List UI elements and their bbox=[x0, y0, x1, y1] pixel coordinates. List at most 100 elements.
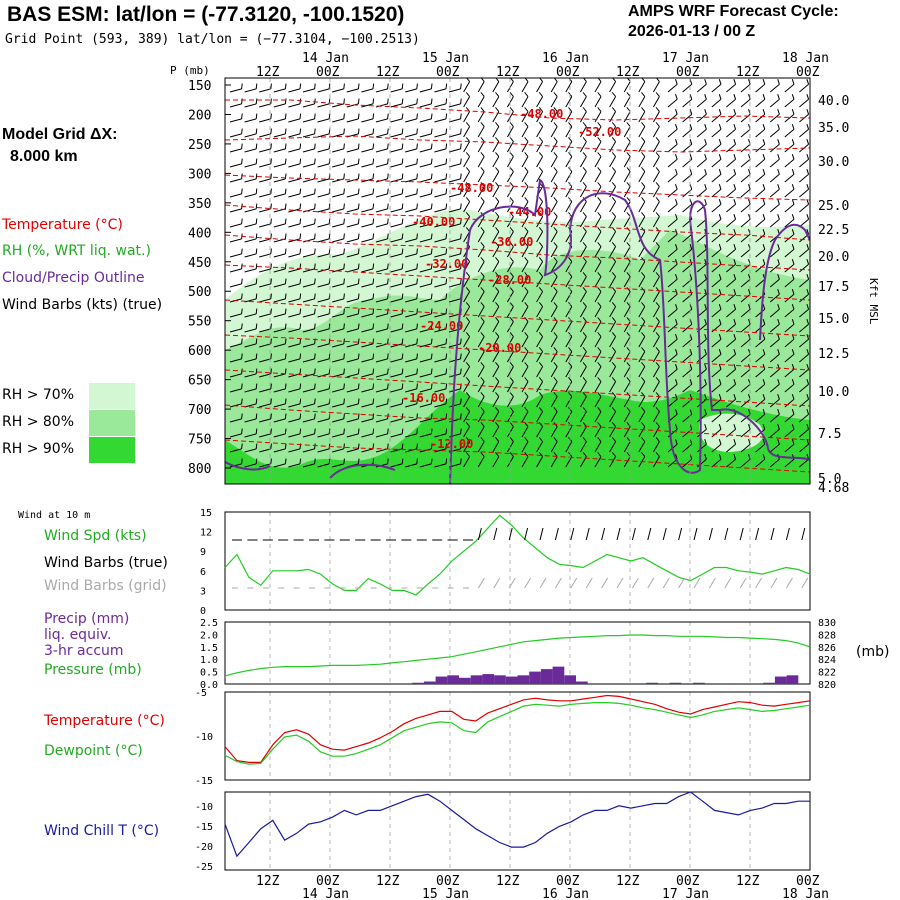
wind-barb-shaft bbox=[463, 321, 471, 333]
wind-barb-flag bbox=[777, 94, 780, 100]
wind-barb-flag bbox=[791, 79, 795, 85]
wind-barb-shaft bbox=[623, 96, 631, 108]
top-time-tick: 12Z bbox=[736, 65, 760, 80]
wind-barb bbox=[609, 317, 617, 333]
wind-barb-flag bbox=[445, 398, 448, 404]
wind-barb-shaft bbox=[784, 323, 795, 333]
wind-barb bbox=[390, 113, 404, 123]
wind-barb bbox=[755, 424, 766, 438]
wind-barb-flag bbox=[762, 154, 766, 160]
wind-barb-flag bbox=[241, 143, 243, 149]
wind-barb-shaft bbox=[769, 398, 780, 408]
wind-barb-shaft bbox=[536, 201, 544, 213]
wind-barb-flag bbox=[611, 272, 616, 277]
wind-barb-flag bbox=[748, 289, 751, 295]
wind-barb bbox=[594, 287, 602, 303]
wind-barb-flag bbox=[704, 139, 707, 145]
wind-barb-flag bbox=[538, 377, 543, 382]
wind-barb-shaft bbox=[317, 193, 330, 198]
wind-barb-shaft bbox=[346, 403, 359, 408]
wind-barb bbox=[434, 278, 448, 288]
wind-barb bbox=[521, 242, 529, 258]
wind-barb-shaft bbox=[799, 368, 809, 378]
wind-barb-shaft bbox=[332, 148, 344, 153]
wind-barb-flag bbox=[465, 452, 470, 457]
wind-barb bbox=[536, 302, 544, 318]
wind-barb bbox=[361, 128, 375, 138]
wind-barb-flag bbox=[343, 443, 345, 449]
wind-barb bbox=[536, 272, 544, 288]
wind-barb-shaft bbox=[623, 81, 631, 93]
wind-barb-flag bbox=[582, 182, 587, 187]
wind-barb bbox=[521, 377, 529, 393]
wind-barb-flag bbox=[445, 263, 448, 269]
precip-bar bbox=[494, 675, 506, 684]
wind-barb-shaft bbox=[492, 276, 500, 288]
wind-barb-flag bbox=[611, 182, 616, 187]
wind-barb-shaft bbox=[755, 458, 766, 468]
wind-barb bbox=[448, 398, 462, 408]
wind-barb-flag bbox=[401, 338, 404, 344]
wind-barb-shaft bbox=[419, 268, 432, 273]
wind-barb bbox=[667, 304, 678, 318]
wind-barb bbox=[463, 452, 471, 468]
wind-barb-flag bbox=[495, 332, 500, 337]
wind-barb-shaft bbox=[740, 293, 751, 303]
wind-barb-shaft bbox=[784, 278, 795, 288]
wind-barb bbox=[477, 422, 485, 438]
wind-barb-shaft bbox=[259, 193, 271, 198]
wind-barb-flag bbox=[777, 124, 780, 130]
forecast-cycle-date: 2026-01-13 / 00 Z bbox=[628, 23, 756, 40]
wind-barb bbox=[769, 259, 780, 273]
wind-barb-flag bbox=[524, 392, 529, 397]
wind-barb-flag bbox=[284, 128, 287, 134]
wind-barb-shaft bbox=[740, 218, 751, 228]
wind-barb bbox=[550, 137, 558, 153]
wind-barb-flag bbox=[270, 188, 272, 194]
wind-barb bbox=[288, 158, 302, 168]
wind-barb-shaft bbox=[463, 81, 471, 93]
wind-barb-shaft bbox=[273, 403, 286, 408]
wind-barb bbox=[784, 94, 795, 108]
wind-barb-flag bbox=[430, 278, 433, 284]
wind-barb-flag bbox=[495, 107, 500, 112]
surface-wind-barb-grid bbox=[631, 577, 639, 589]
wind-barb-shaft bbox=[448, 358, 461, 363]
wind-barb-shaft bbox=[390, 133, 403, 138]
wind-barb-flag bbox=[777, 154, 780, 160]
wind-barb-flag bbox=[241, 458, 243, 464]
wind-barb-flag bbox=[445, 218, 448, 224]
wind-barb-flag bbox=[460, 458, 462, 464]
wind-barb-shaft bbox=[448, 178, 461, 183]
wind-barb-shaft bbox=[755, 413, 766, 423]
wind-barb-flag bbox=[538, 362, 543, 367]
wind-barb-flag bbox=[718, 394, 722, 400]
wind-barb-flag bbox=[538, 92, 543, 97]
wind-barb-flag bbox=[299, 128, 302, 134]
model-grid-value: 8.000 km bbox=[10, 148, 78, 165]
wind-barb bbox=[726, 424, 737, 438]
wind-barb-shaft bbox=[405, 253, 417, 258]
wind-barb-shaft bbox=[434, 268, 447, 273]
wind-barb-shaft bbox=[361, 358, 374, 363]
wind-barb bbox=[419, 113, 433, 123]
wind-barb-shaft bbox=[477, 96, 485, 108]
wind-barb-flag bbox=[357, 293, 360, 299]
wind-barb-shaft bbox=[784, 128, 795, 138]
wind-barb-shaft bbox=[638, 306, 646, 318]
wind-barb bbox=[259, 383, 272, 393]
wind-barb-shaft bbox=[667, 278, 678, 288]
wind-barb-shaft bbox=[273, 223, 286, 228]
surface-wind-barb bbox=[739, 527, 744, 541]
wind-barb bbox=[448, 338, 462, 348]
wind-barb-shaft bbox=[609, 411, 617, 423]
wind-barb bbox=[550, 182, 558, 198]
temp-panel-border bbox=[224, 691, 811, 781]
wind-barb-flag bbox=[655, 422, 660, 427]
wind-barb-shaft bbox=[390, 313, 403, 318]
wind-barb-flag bbox=[718, 109, 722, 115]
wind-barb-shaft bbox=[434, 223, 447, 228]
wind-barb-shaft bbox=[390, 118, 403, 123]
wind-barb-flag bbox=[299, 413, 302, 419]
wind-barb bbox=[302, 173, 316, 183]
